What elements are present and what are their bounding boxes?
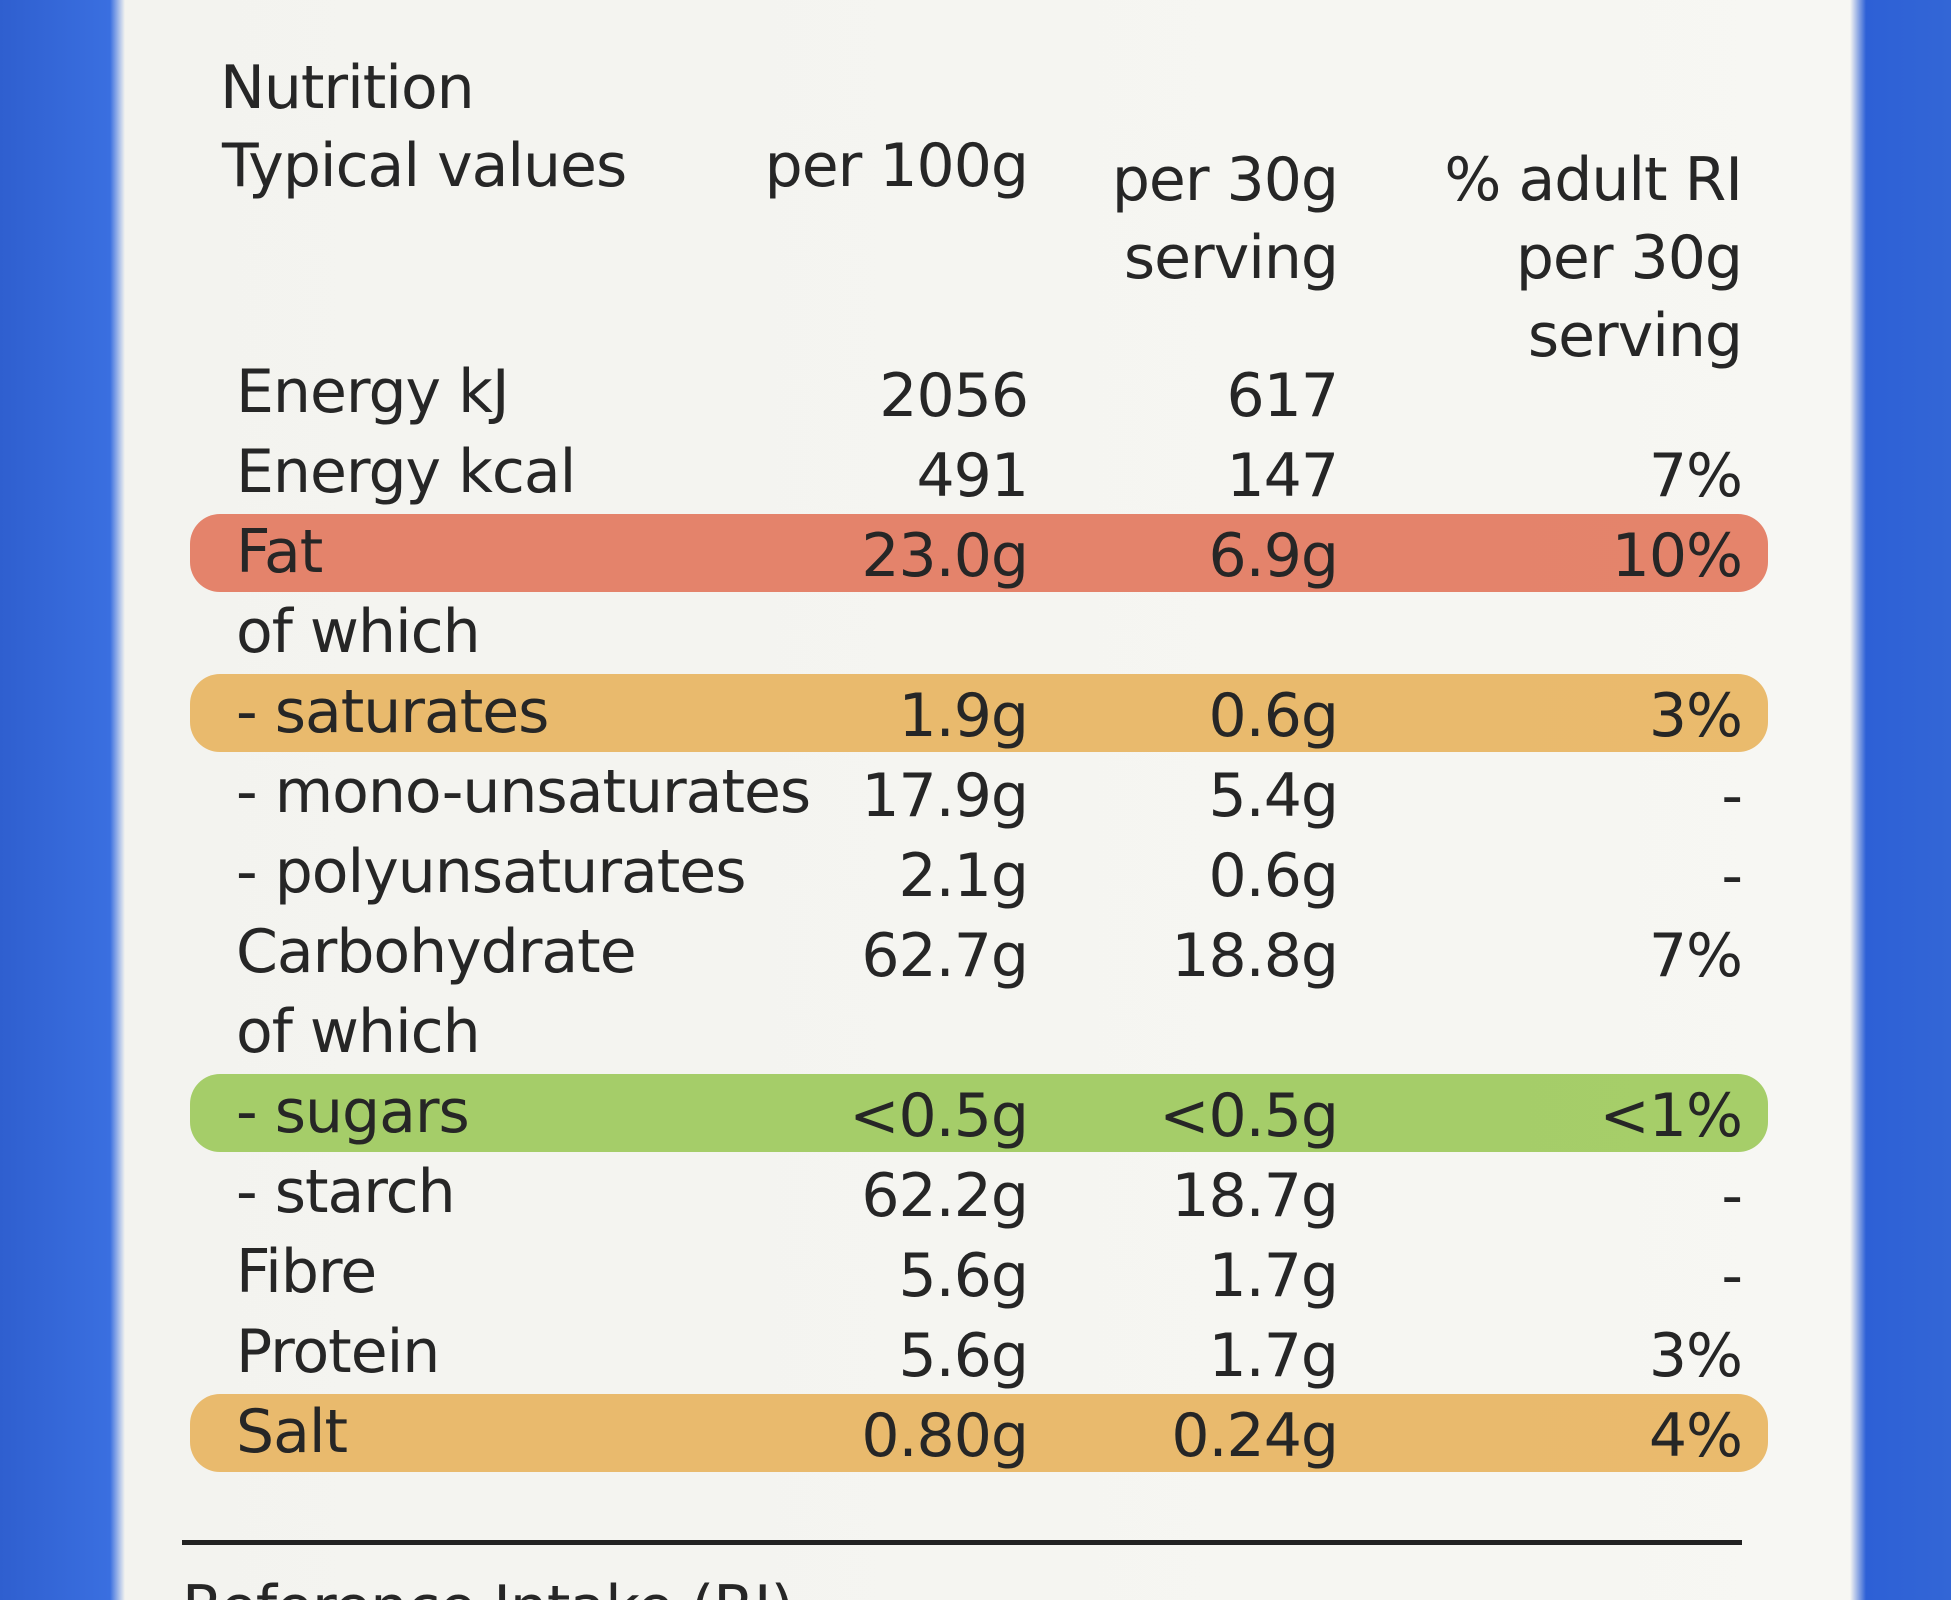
row-label: Fat (236, 517, 323, 587)
cell-value: 2056 (879, 361, 1029, 431)
cell-value: 5.6g (898, 1241, 1029, 1311)
column-header: % adult RI (1444, 145, 1743, 215)
cell-value: 617 (1226, 361, 1339, 431)
cell-value: <0.5g (1159, 1081, 1339, 1151)
cell-value: 5.6g (898, 1321, 1029, 1391)
cell-value: 0.6g (1208, 681, 1339, 751)
cell-value: 491 (916, 441, 1029, 511)
title: Nutrition (220, 53, 475, 123)
row-label: Protein (236, 1317, 440, 1387)
column-header: serving (1527, 301, 1743, 371)
cell-value: 5.4g (1208, 761, 1339, 831)
row-highlight (190, 1394, 1768, 1472)
column-header: serving (1123, 223, 1339, 293)
cell-value: 23.0g (861, 521, 1029, 591)
row-label: - saturates (236, 677, 549, 747)
cell-value: 1.7g (1208, 1321, 1339, 1391)
cell-value: 4% (1648, 1401, 1743, 1471)
cell-value: - (1721, 1241, 1743, 1311)
cell-value: 62.2g (861, 1161, 1029, 1231)
row-highlight (190, 674, 1768, 752)
cell-value: 10% (1611, 521, 1743, 591)
row-highlight (190, 514, 1768, 592)
cell-value: 0.6g (1208, 841, 1339, 911)
cell-value: 3% (1648, 1321, 1743, 1391)
cell-value: 0.80g (861, 1401, 1029, 1471)
cell-value: 18.8g (1171, 921, 1339, 991)
cell-value: 17.9g (861, 761, 1029, 831)
cell-value: - (1721, 761, 1743, 831)
cell-value: - (1721, 1161, 1743, 1231)
footer-text: Reference Intake (RI) (182, 1578, 794, 1600)
row-label: - polyunsaturates (236, 837, 746, 907)
column-header: per 100g (764, 131, 1029, 201)
column-header: per 30g (1515, 223, 1743, 293)
row-label: Fibre (236, 1237, 377, 1307)
column-header: Typical values (222, 131, 627, 201)
cell-value: 18.7g (1171, 1161, 1339, 1231)
row-label: Energy kcal (236, 437, 576, 507)
row-label: Carbohydrate (236, 917, 637, 987)
row-label: Energy kJ (236, 357, 510, 427)
cell-value: 147 (1226, 441, 1339, 511)
cell-value: 62.7g (861, 921, 1029, 991)
column-header: per 30g (1111, 145, 1339, 215)
cell-value: 1.9g (898, 681, 1029, 751)
cell-value: 7% (1648, 441, 1743, 511)
cell-value: 6.9g (1208, 521, 1339, 591)
cell-value: 2.1g (898, 841, 1029, 911)
row-label: - mono-unsaturates (236, 757, 811, 827)
cell-value: 1.7g (1208, 1241, 1339, 1311)
row-label: Salt (236, 1397, 348, 1467)
cell-value: 0.24g (1171, 1401, 1339, 1471)
cell-value: 3% (1648, 681, 1743, 751)
row-label: - sugars (236, 1077, 470, 1147)
row-highlight (190, 1074, 1768, 1152)
cell-value: 7% (1648, 921, 1743, 991)
row-label: of which (236, 997, 481, 1067)
divider (182, 1540, 1742, 1545)
cell-value: <0.5g (849, 1081, 1029, 1151)
cell-value: - (1721, 841, 1743, 911)
row-label: of which (236, 597, 481, 667)
cell-value: <1% (1599, 1081, 1743, 1151)
row-label: - starch (236, 1157, 456, 1227)
